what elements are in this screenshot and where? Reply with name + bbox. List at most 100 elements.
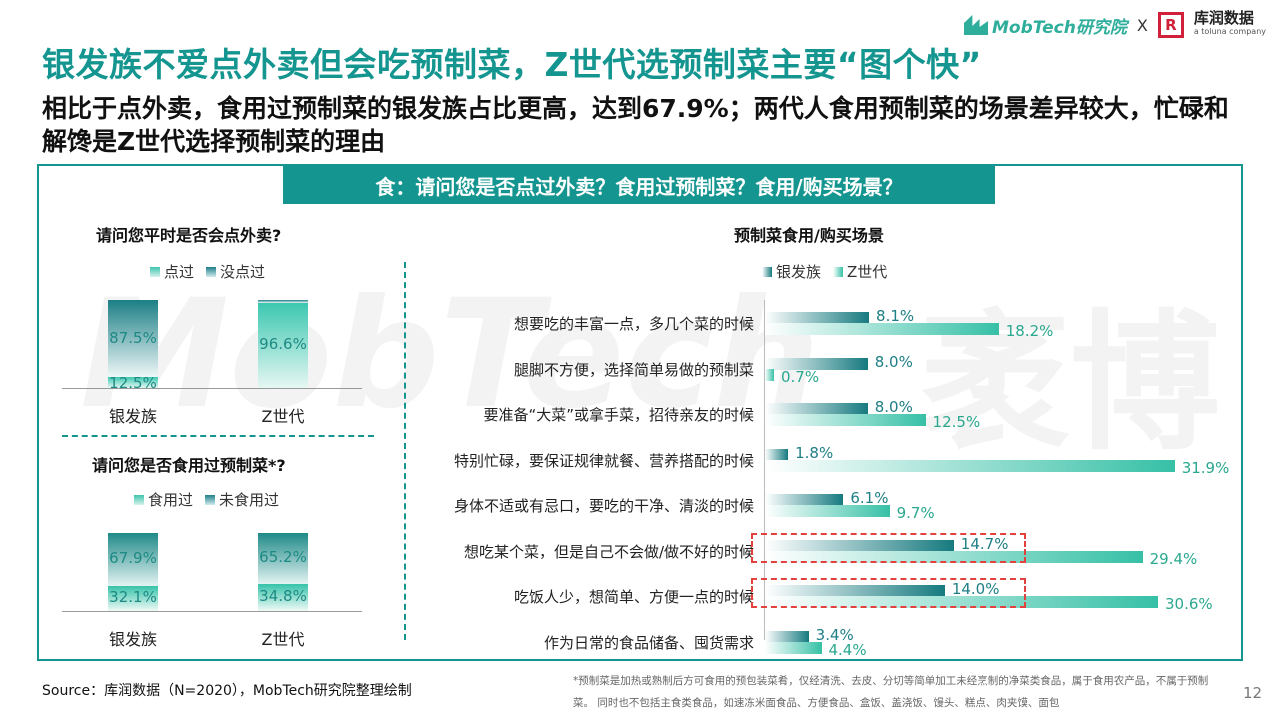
legend-swatch-teal (150, 267, 160, 277)
chart2-area: 32.1% 67.9% 银发族 34.8% 65.2% Z世代 (62, 515, 362, 655)
chart1-legend: 点过 没点过 (150, 261, 265, 282)
chart3-bar-4-series-2 (765, 505, 890, 517)
chart3-value-0-series-1: 8.1% (876, 307, 915, 325)
chart3-value-2-series-2: 12.5% (932, 413, 981, 431)
legend-swatch-teal (134, 495, 144, 505)
chart2-baseline (62, 611, 362, 612)
chart2-bar-1-未食用过 (258, 583, 308, 611)
chart2-label-1-bottom: 34.8% (259, 587, 307, 606)
chart3-value-3-series-2: 31.9% (1181, 458, 1230, 477)
chart1-legend-label-1: 点过 (164, 263, 195, 281)
footnote: *预制菜是加热或熟制后方可食用的预包装菜肴，仅经清洗、去皮、分切等简单加工未经烹… (573, 675, 1209, 709)
chart3-value-1-series-1: 8.0% (874, 352, 913, 371)
runkun-logo-sub: a toluna company (1193, 27, 1266, 36)
panel-divider-horizontal (62, 435, 374, 437)
chart3-category-5: 想吃某个菜，但是自己不会做/做不好的时候 (463, 542, 754, 561)
legend-swatch-dark (206, 267, 217, 277)
chart1-area: 12.5% 87.5% 银发族 96.6% Z世代 (62, 288, 362, 448)
legend-swatch-teal (833, 267, 844, 277)
chart2-category-0: 银发族 (108, 630, 157, 649)
chart3-bar-1-series-2 (765, 368, 774, 381)
source-text: Source：库润数据（N=2020），MobTech研究院整理绘制 (42, 683, 412, 699)
chart1-category-1: Z世代 (261, 407, 305, 426)
chart3-bar-2-series-1 (765, 403, 868, 415)
chart3-category-6: 吃饭人少，想简单、方便一点的时候 (513, 588, 754, 606)
chart2-bar-1-食用过 (258, 533, 308, 584)
chart3-bar-7-series-1 (765, 630, 809, 643)
chart3-bar-3-series-2 (765, 459, 1175, 472)
chart3-axis-line (764, 300, 765, 640)
chart2-title: 请问您是否食用过预制菜*? (92, 456, 286, 475)
legend-swatch-dark (205, 495, 216, 505)
panel-divider-vertical (404, 262, 406, 640)
chart3-value-4-series-1: 6.1% (850, 489, 889, 507)
chart3-value-5-series-2: 29.4% (1149, 549, 1198, 568)
chart3-value-7-series-1: 3.4% (815, 625, 854, 644)
chart3-category-1: 腿脚不方便，选择简单易做的预制菜 (513, 360, 754, 379)
chart3-highlight-box-6 (751, 578, 1026, 608)
chart1-legend-item-2: 没点过 (206, 261, 265, 282)
runkun-mark-icon: R (1157, 12, 1184, 38)
chart2-label-0-bottom: 32.1% (109, 588, 157, 607)
legend-swatch-dark (762, 267, 772, 277)
chart3-bar-7-series-2 (765, 641, 822, 654)
question-banner: 食：请问您是否点过外卖？食用过预制菜？食用/购买场景？ (283, 166, 995, 204)
mobtech-logo: MobTech研究院 (963, 13, 1127, 38)
chart2-bar-0-未食用过 (108, 585, 158, 611)
chart3-bar-5-series-2 (765, 550, 1143, 563)
chart3-value-3-series-1: 1.8% (795, 443, 834, 462)
chart3-category-0: 想要吃的丰富一点，多几个菜的时候 (513, 315, 754, 333)
chart3-bar-1-series-1 (765, 357, 868, 370)
chart3-category-3: 特别忙碌，要保证规律就餐、营养搭配的时候 (453, 451, 754, 470)
chart2-legend-label-1: 食用过 (148, 491, 194, 509)
chart3-value-4-series-2: 9.7% (896, 504, 935, 522)
page-title: 银发族不爱点外卖但会吃预制菜，Z世代选预制菜主要“图个快” (42, 45, 982, 84)
chart1-label-0-bottom: 12.5% (109, 374, 157, 392)
chart1-bar-1-点过 (258, 302, 308, 388)
chart1-title: 请问您平时是否会点外卖? (96, 226, 282, 245)
chart1-bar-1-没点过 (258, 300, 308, 303)
chart2-category-1: Z世代 (261, 630, 305, 649)
logo-area: MobTech研究院 X R 库润数据 a toluna company (963, 8, 1266, 42)
chart3-category-2: 要准备“大菜”或拿手菜，招待亲友的时候 (483, 406, 754, 424)
chart1-legend-item-1: 点过 (150, 261, 194, 282)
chart3-value-6-series-2: 30.6% (1165, 595, 1213, 613)
chart3-value-2-series-1: 8.0% (874, 398, 913, 416)
chart3-area: 想要吃的丰富一点，多几个菜的时候 8.1% 18.2% 腿脚不方便，选择简单易做的预制… (420, 300, 1240, 659)
watermark-left: MobTech (80, 268, 820, 442)
mobtech-logo-text: MobTech研究院 (991, 17, 1127, 38)
chart3-title: 预制菜食用/购买场景 (734, 226, 884, 245)
chart3-bar-0-series-1 (765, 312, 870, 324)
page-number: 12 (1243, 684, 1263, 702)
chart3-legend-item-2: Z世代 (833, 261, 887, 282)
page-subtitle: 相比于点外卖，食用过预制菜的银发族占比更高，达到67.9%；两代人食用预制菜的场… (42, 94, 1229, 156)
chart2-legend-item-1: 食用过 (134, 489, 193, 510)
content-frame (37, 164, 1243, 661)
chart2-legend: 食用过 未食用过 (134, 489, 279, 510)
mobtech-mark-icon (963, 15, 988, 35)
chart3-bar-6-series-1 (765, 585, 945, 597)
chart3-bar-2-series-2 (765, 414, 926, 426)
chart3-legend: 银发族 Z世代 (762, 261, 887, 282)
chart1-legend-label-2: 没点过 (220, 263, 266, 281)
chart3-bar-0-series-2 (765, 323, 999, 335)
chart1-label-1-bottom: 96.6% (259, 335, 307, 354)
chart3-bar-5-series-1 (765, 539, 954, 552)
chart3-bar-6-series-2 (765, 596, 1159, 608)
chart2-legend-label-2: 未食用过 (219, 491, 280, 509)
chart3-bar-4-series-1 (765, 494, 844, 506)
chart1-bar-0-没点过 (108, 300, 158, 377)
chart3-value-6-series-1: 14.0% (951, 580, 1000, 598)
chart3-legend-label-2: Z世代 (847, 263, 888, 281)
chart3-highlight-box-5 (751, 532, 1026, 563)
logo-separator: X (1136, 15, 1148, 35)
chart1-bar-0-点过 (108, 377, 158, 388)
chart3-value-1-series-2: 0.7% (780, 367, 820, 386)
chart1-label-0-top: 87.5% (109, 328, 157, 347)
chart3-legend-label-1: 银发族 (776, 263, 822, 281)
chart3-value-7-series-2: 4.4% (828, 640, 867, 659)
chart3-bar-3-series-1 (765, 448, 789, 461)
chart2-label-1-top: 65.2% (259, 548, 307, 567)
chart2-label-0-top: 67.9% (109, 549, 157, 568)
chart3-value-5-series-1: 14.7% (960, 534, 1009, 553)
